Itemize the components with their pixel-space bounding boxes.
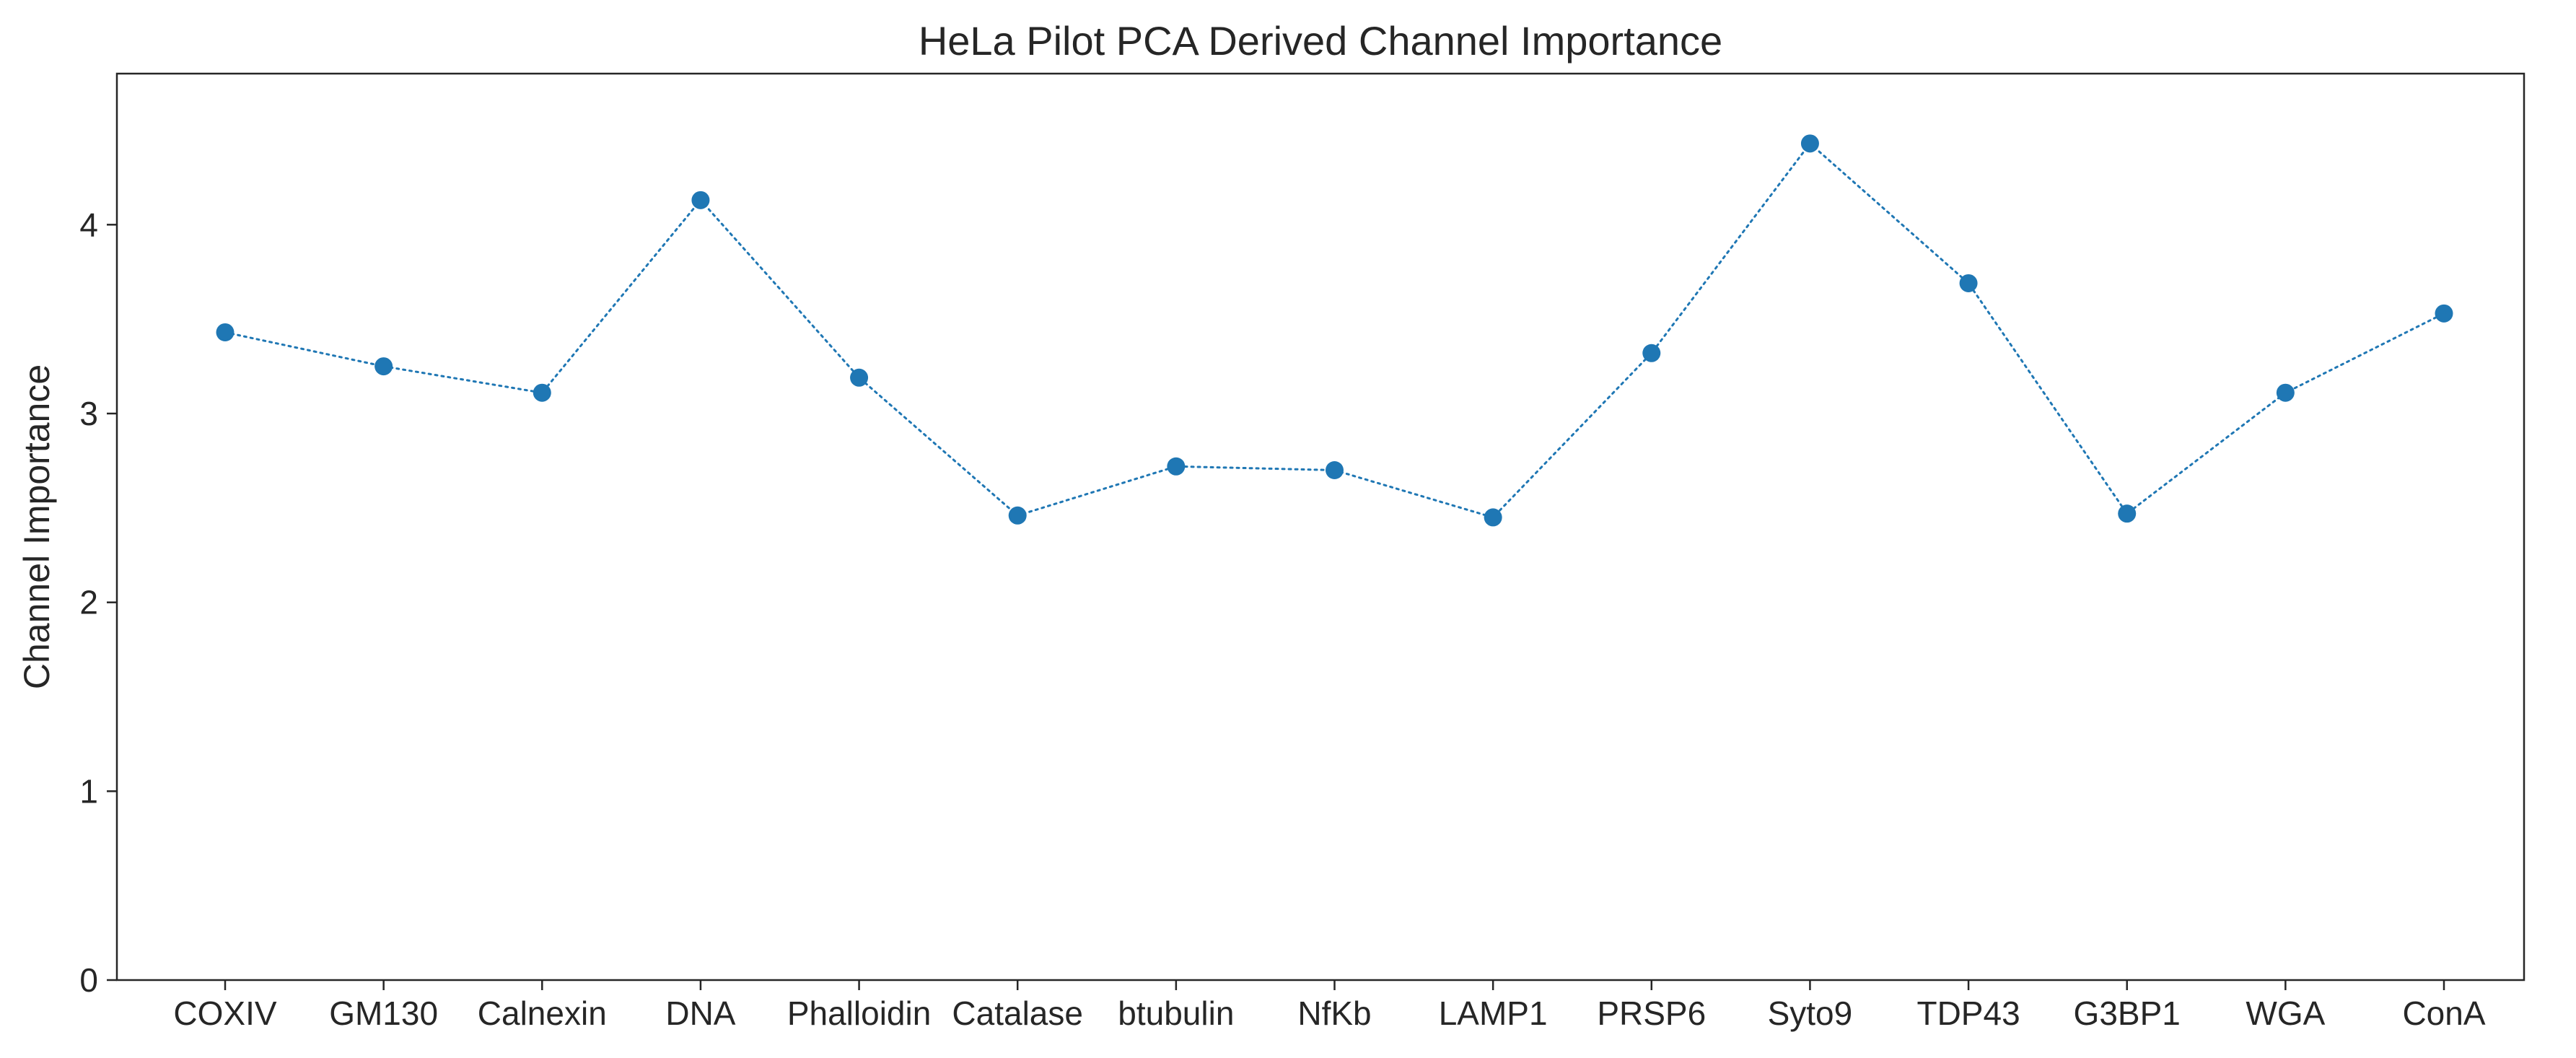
data-point (850, 368, 869, 387)
y-tick-label: 2 (79, 584, 98, 621)
data-point (1326, 461, 1344, 479)
x-tick-label: btubulin (1118, 994, 1234, 1032)
data-point (2435, 304, 2453, 323)
series-layer (216, 134, 2453, 527)
x-tick-label: WGA (2246, 994, 2325, 1032)
x-tick-label: G3BP1 (2074, 994, 2181, 1032)
x-tick-label: Phalloidin (787, 994, 931, 1032)
y-tick-label: 0 (79, 961, 98, 999)
data-point (216, 323, 235, 341)
x-axis: COXIV GM130 Calnexin DNA Phalloidin Catalase b… (173, 980, 2486, 1032)
x-tick-label: TDP43 (1916, 994, 2020, 1032)
x-tick-label: PRSP6 (1597, 994, 1706, 1032)
data-point (1167, 457, 1186, 476)
data-point (1800, 134, 1819, 153)
data-point (1484, 508, 1502, 527)
data-point (2276, 383, 2295, 402)
x-tick-label: Calnexin (478, 994, 607, 1032)
data-point (533, 383, 551, 402)
x-tick-label: GM130 (329, 994, 438, 1032)
data-point (1642, 344, 1661, 362)
x-tick-label: LAMP1 (1439, 994, 1548, 1032)
x-tick-label: NfKb (1297, 994, 1371, 1032)
data-point (1959, 274, 1978, 292)
x-tick-label: Catalase (952, 994, 1083, 1032)
y-tick-label: 3 (79, 395, 98, 432)
y-axis-label: Channel Importance (17, 364, 57, 689)
x-tick-label: DNA (665, 994, 735, 1032)
y-axis: 0 1 2 3 4 (79, 206, 117, 999)
y-tick-label: 4 (79, 206, 98, 243)
x-tick-label: Syto9 (1768, 994, 1853, 1032)
data-point (374, 357, 393, 376)
x-tick-label: COXIV (173, 994, 276, 1032)
plot-frame (115, 72, 2525, 982)
x-tick-label: ConA (2402, 994, 2485, 1032)
data-point (2118, 504, 2137, 523)
data-point (691, 191, 710, 209)
chart-title: HeLa Pilot PCA Derived Channel Importanc… (919, 18, 1722, 64)
y-tick-label: 1 (79, 772, 98, 810)
data-point (1008, 506, 1027, 525)
